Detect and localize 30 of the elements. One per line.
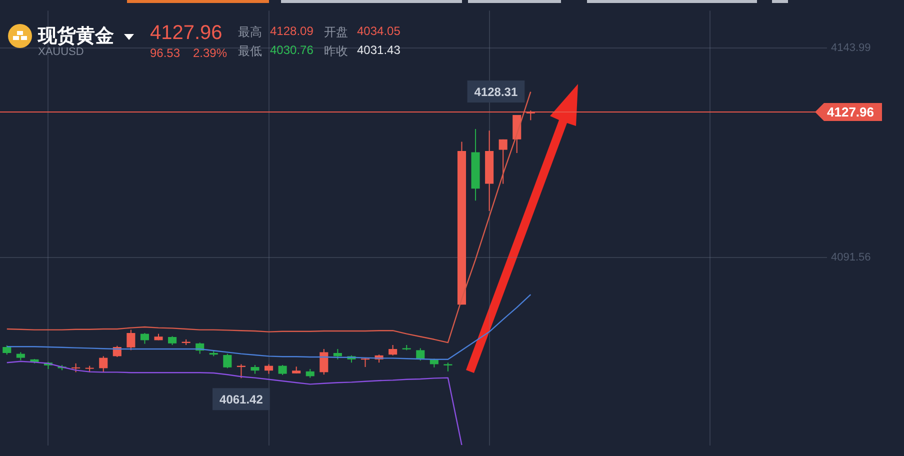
annotation: 4030.76 [270, 43, 314, 57]
candlestick [416, 348, 425, 362]
candlestick [140, 332, 149, 344]
annotation: 4031.43 [357, 43, 400, 57]
annotation: 96.53 [150, 46, 180, 60]
candlestick [2, 344, 12, 356]
annotation: 4061.42 [220, 392, 264, 406]
annotation: 4128.09 [270, 24, 314, 38]
ref-line-label: 4127.96 [827, 104, 874, 120]
text: XAUUSD [38, 46, 84, 58]
candlestick [388, 344, 398, 356]
y-tick-label: 4143.99 [831, 42, 871, 54]
candlestick [126, 329, 136, 351]
annotation: 最低 [238, 43, 262, 60]
annotation: 4034.05 [357, 24, 400, 38]
candlestick [498, 138, 508, 184]
annotation: 4127.96 [150, 22, 222, 45]
annotation: 昨收 [324, 43, 348, 60]
annotation: 4128.31 [474, 84, 518, 99]
annotation: 开盘 [324, 24, 348, 41]
candlestick [320, 348, 328, 376]
candlestick [333, 348, 342, 360]
candlestick [264, 364, 274, 374]
candlestick [99, 356, 108, 373]
candlestick [278, 364, 287, 376]
y-tick-label: 4091.56 [831, 252, 871, 264]
text: 现货黄金 [38, 25, 114, 47]
annotation: 2.39% [193, 46, 228, 60]
candlestick [223, 353, 232, 369]
annotation: 最高 [238, 24, 262, 41]
